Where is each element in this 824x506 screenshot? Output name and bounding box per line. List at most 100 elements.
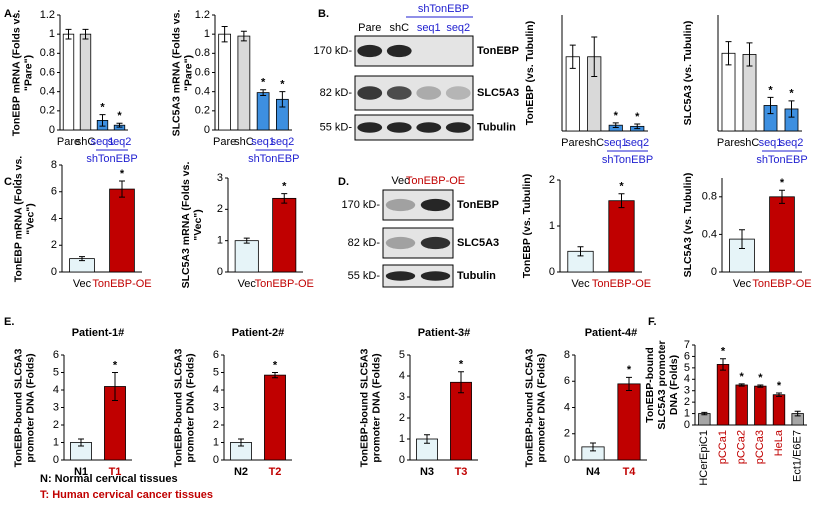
y-tick-label: 5 — [684, 362, 690, 374]
blot-band — [416, 122, 442, 133]
y-tick-label: 8 — [51, 159, 57, 171]
x-tick-label: TonEBP-OE — [92, 278, 151, 290]
error-bar — [569, 44, 576, 69]
x-tick-label: Pare — [717, 137, 740, 149]
blot-protein: TonEBP — [457, 199, 499, 211]
x-tick-label: pCCa2 — [736, 430, 748, 464]
y-axis-label: TonEBP mRNA (Folds vs. "Pare") — [10, 9, 34, 136]
error-bar — [612, 122, 619, 129]
blot-band — [420, 236, 451, 250]
y-tick-label: 2 — [564, 428, 570, 440]
y-tick-label: 2 — [51, 239, 57, 251]
x-tick-label: seq1 — [91, 136, 115, 148]
x-tick-label: seq2 — [108, 136, 132, 148]
y-tick-label: 5 — [53, 366, 59, 378]
blot-band — [386, 44, 412, 58]
error-bar — [767, 96, 774, 115]
significance-marker: * — [273, 359, 278, 371]
error-bar — [119, 180, 125, 198]
y-tick-label: 2 — [399, 412, 405, 424]
y-axis-label: TonEBP mRNA (Folds vs. "Vec") — [12, 155, 36, 282]
error-bar — [701, 411, 708, 416]
bar — [769, 196, 795, 273]
bar — [754, 385, 767, 426]
significance-marker: * — [627, 364, 632, 376]
lane-label: seq1 — [417, 22, 441, 34]
error-bar — [776, 392, 782, 397]
blot-band — [445, 86, 471, 100]
x-tick-label: shC — [740, 137, 760, 149]
y-tick-label: 0 — [213, 454, 219, 466]
y-tick-label: 1 — [53, 436, 59, 448]
y-tick-label: 0 — [204, 124, 210, 136]
blot-band — [386, 86, 412, 100]
bar — [716, 364, 730, 426]
x-tick-label: seq2 — [625, 137, 649, 149]
y-tick-label: 2 — [213, 419, 219, 431]
blot-marker: 55 kD- — [348, 270, 381, 282]
y-tick-label: 4 — [684, 373, 690, 385]
blot-band — [385, 198, 416, 212]
y-tick-label: 4 — [213, 384, 219, 396]
x-tick-label: pCCa1 — [717, 430, 729, 464]
lane-label: seq2 — [446, 22, 470, 34]
y-tick-label: 4 — [564, 401, 570, 413]
y-tick-label: 7 — [684, 339, 690, 351]
blot-band — [420, 198, 451, 212]
significance-marker: * — [758, 372, 763, 384]
error-bar — [725, 41, 732, 66]
group-label: shTonEBP — [756, 154, 807, 166]
lane-label: TonEBP-OE — [406, 175, 465, 187]
x-tick-label: Vec — [571, 278, 590, 290]
blot-protein: SLC5A3 — [457, 237, 499, 249]
y-tick-label: 0 — [549, 266, 555, 278]
blot-marker: 170 kD- — [313, 45, 352, 57]
y-tick-label: 0 — [399, 454, 405, 466]
panel-letter: B. — [318, 8, 329, 20]
blot-protein: Tubulin — [457, 270, 496, 282]
bar — [735, 384, 748, 426]
x-tick-label: seq1 — [604, 137, 628, 149]
error-bar — [279, 91, 286, 108]
blot-marker: 55 kD- — [320, 121, 353, 133]
x-tick-label: N2 — [234, 466, 248, 478]
x-tick-label: Pare — [213, 136, 236, 148]
y-tick-label: 0 — [684, 419, 690, 431]
y-tick-label: 4 — [399, 370, 405, 382]
y-axis-label: TonEBP-bound SLC5A3 promoter DNA (Folds) — [644, 340, 680, 430]
y-tick-label: 4 — [53, 384, 59, 396]
error-bar — [788, 100, 795, 118]
x-tick-label: seq2 — [270, 136, 294, 148]
significance-marker: * — [120, 168, 125, 180]
error-bar — [779, 189, 785, 204]
y-tick-label: 6 — [564, 375, 570, 387]
chart-title: Patient-4# — [585, 327, 638, 339]
y-tick-label: 0.4 — [702, 228, 717, 240]
error-bar — [634, 123, 641, 130]
blot-protein: SLC5A3 — [477, 87, 519, 99]
y-tick-label: 0.2 — [195, 105, 210, 117]
group-label: shTonEBP — [248, 153, 299, 165]
y-tick-label: 1 — [549, 220, 555, 232]
y-tick-label: 0 — [564, 454, 570, 466]
significance-marker: * — [280, 79, 285, 91]
bar — [218, 33, 231, 131]
significance-marker: * — [261, 77, 266, 89]
bar — [234, 240, 259, 273]
y-tick-label: 2 — [217, 203, 223, 215]
x-tick-label: Pare — [57, 136, 80, 148]
y-axis-label: TonEBP-bound SLC5A3 promoter DNA (Folds) — [172, 348, 196, 467]
y-tick-label: 6 — [213, 349, 219, 361]
error-bar — [590, 442, 596, 452]
y-tick-label: 2 — [53, 419, 59, 431]
x-tick-label: shC — [584, 137, 604, 149]
lane-group-label: shTonEBP — [418, 3, 469, 15]
lane-label: shC — [389, 22, 409, 34]
y-tick-label: 0.8 — [702, 191, 717, 203]
blot-band — [416, 86, 442, 100]
error-bar — [591, 36, 598, 77]
bar — [772, 394, 786, 426]
bar — [450, 381, 472, 461]
blot-protein: Tubulin — [477, 121, 516, 133]
